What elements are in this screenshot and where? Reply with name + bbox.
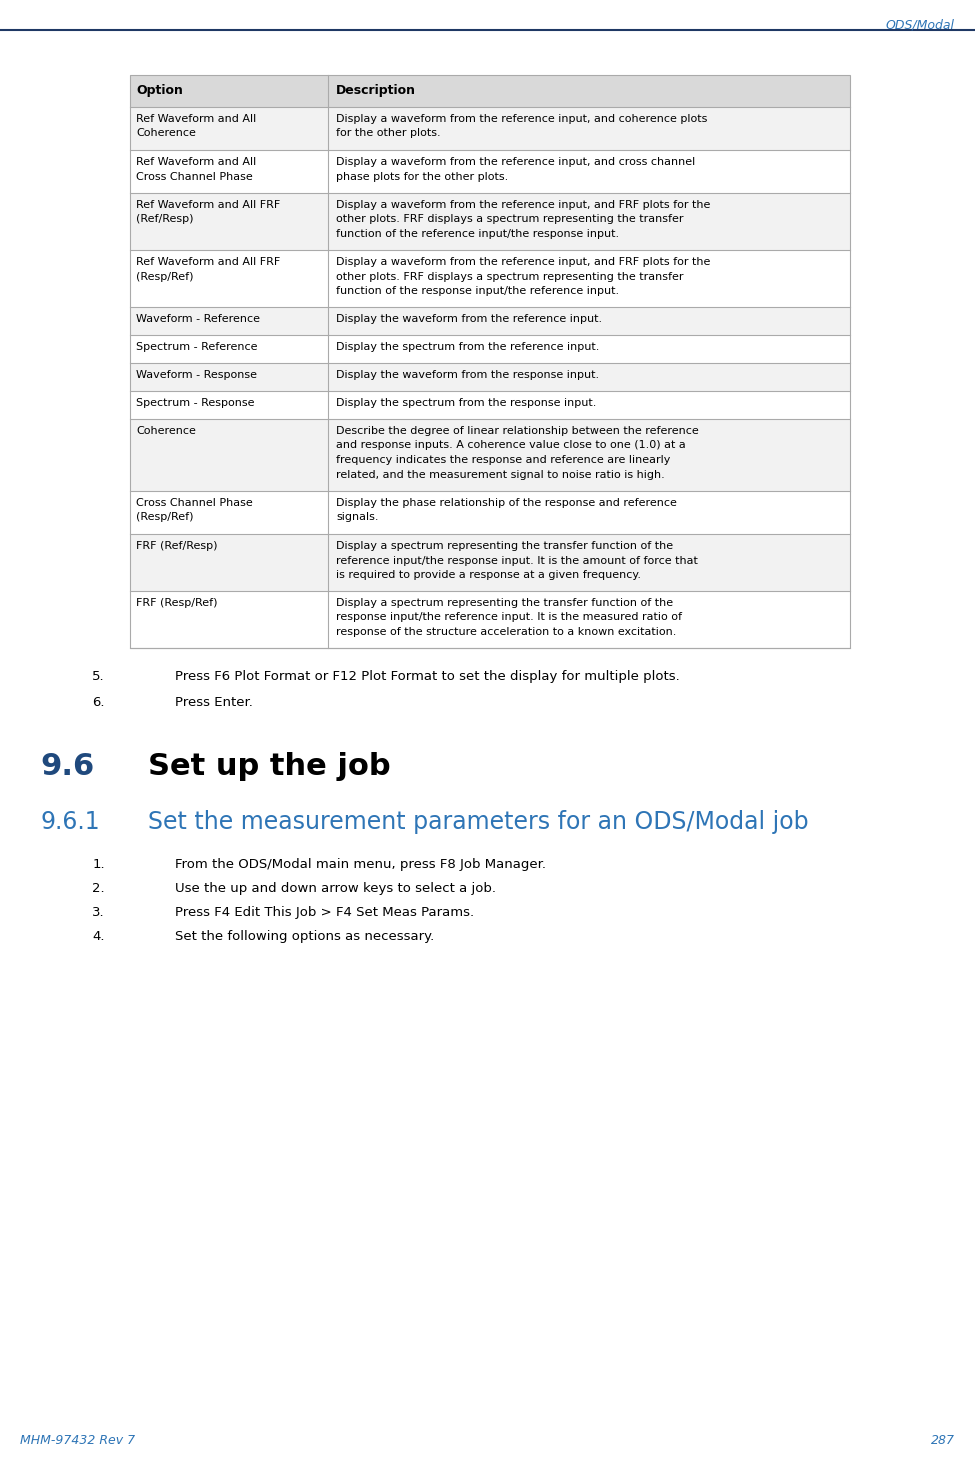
Text: related, and the measurement signal to noise ratio is high.: related, and the measurement signal to n… bbox=[336, 469, 665, 480]
Text: FRF (Ref/Resp): FRF (Ref/Resp) bbox=[136, 541, 217, 552]
Bar bbox=[130, 534, 850, 591]
Text: other plots. FRF displays a spectrum representing the transfer: other plots. FRF displays a spectrum rep… bbox=[336, 271, 683, 282]
Text: Cross Channel Phase: Cross Channel Phase bbox=[136, 172, 253, 182]
Text: Display a spectrum representing the transfer function of the: Display a spectrum representing the tran… bbox=[336, 599, 673, 607]
Text: 3.: 3. bbox=[93, 907, 105, 918]
Text: Description: Description bbox=[336, 84, 416, 97]
Text: 6.: 6. bbox=[93, 695, 105, 709]
Bar bbox=[130, 362, 850, 392]
Bar bbox=[130, 107, 850, 150]
Text: Cross Channel Phase: Cross Channel Phase bbox=[136, 497, 253, 508]
Text: Ref Waveform and All: Ref Waveform and All bbox=[136, 114, 256, 125]
Text: 2.: 2. bbox=[93, 882, 105, 895]
Text: other plots. FRF displays a spectrum representing the transfer: other plots. FRF displays a spectrum rep… bbox=[336, 214, 683, 224]
Text: 5.: 5. bbox=[93, 670, 105, 684]
Text: Display the waveform from the reference input.: Display the waveform from the reference … bbox=[336, 314, 603, 324]
Text: response input/the reference input. It is the measured ratio of: response input/the reference input. It i… bbox=[336, 613, 682, 622]
Text: 287: 287 bbox=[931, 1435, 955, 1446]
Text: Set up the job: Set up the job bbox=[148, 753, 391, 780]
Text: signals.: signals. bbox=[336, 512, 378, 522]
Text: Display a waveform from the reference input, and FRF plots for the: Display a waveform from the reference in… bbox=[336, 257, 711, 267]
Text: Display the spectrum from the response input.: Display the spectrum from the response i… bbox=[336, 398, 597, 408]
Bar bbox=[130, 307, 850, 334]
Text: is required to provide a response at a given frequency.: is required to provide a response at a g… bbox=[336, 571, 641, 579]
Text: MHM-97432 Rev 7: MHM-97432 Rev 7 bbox=[20, 1435, 136, 1446]
Text: Coherence: Coherence bbox=[136, 425, 196, 436]
Text: phase plots for the other plots.: phase plots for the other plots. bbox=[336, 172, 508, 182]
Text: Waveform - Reference: Waveform - Reference bbox=[136, 314, 260, 324]
Bar bbox=[130, 249, 850, 307]
Text: Describe the degree of linear relationship between the reference: Describe the degree of linear relationsh… bbox=[336, 425, 699, 436]
Text: Press F4 Edit This Job > F4 Set Meas Params.: Press F4 Edit This Job > F4 Set Meas Par… bbox=[175, 907, 474, 918]
Text: Ref Waveform and All: Ref Waveform and All bbox=[136, 157, 256, 167]
Text: Coherence: Coherence bbox=[136, 129, 196, 138]
Text: Set the following options as necessary.: Set the following options as necessary. bbox=[175, 930, 434, 943]
Text: and response inputs. A coherence value close to one (1.0) at a: and response inputs. A coherence value c… bbox=[336, 440, 685, 450]
Text: Spectrum - Reference: Spectrum - Reference bbox=[136, 342, 257, 352]
Text: (Resp/Ref): (Resp/Ref) bbox=[136, 512, 193, 522]
Text: Ref Waveform and All FRF: Ref Waveform and All FRF bbox=[136, 257, 280, 267]
Bar bbox=[130, 194, 850, 249]
Text: Press Enter.: Press Enter. bbox=[175, 695, 253, 709]
Text: Press F6 Plot Format or F12 Plot Format to set the display for multiple plots.: Press F6 Plot Format or F12 Plot Format … bbox=[175, 670, 680, 684]
Bar bbox=[130, 150, 850, 194]
Text: 9.6: 9.6 bbox=[40, 753, 95, 780]
Text: From the ODS/Modal main menu, press F8 Job Manager.: From the ODS/Modal main menu, press F8 J… bbox=[175, 858, 546, 871]
Text: function of the reference input/the response input.: function of the reference input/the resp… bbox=[336, 229, 619, 239]
Text: Display the spectrum from the reference input.: Display the spectrum from the reference … bbox=[336, 342, 600, 352]
Text: 1.: 1. bbox=[93, 858, 105, 871]
Text: 9.6.1: 9.6.1 bbox=[40, 810, 99, 835]
Text: Ref Waveform and All FRF: Ref Waveform and All FRF bbox=[136, 200, 280, 210]
Text: frequency indicates the response and reference are linearly: frequency indicates the response and ref… bbox=[336, 455, 671, 465]
Text: function of the response input/the reference input.: function of the response input/the refer… bbox=[336, 286, 619, 296]
Text: 4.: 4. bbox=[93, 930, 105, 943]
Text: reference input/the response input. It is the amount of force that: reference input/the response input. It i… bbox=[336, 556, 698, 565]
Bar bbox=[130, 334, 850, 362]
Bar bbox=[130, 75, 850, 648]
Text: for the other plots.: for the other plots. bbox=[336, 129, 441, 138]
Text: (Ref/Resp): (Ref/Resp) bbox=[136, 214, 193, 224]
Text: response of the structure acceleration to a known excitation.: response of the structure acceleration t… bbox=[336, 626, 677, 637]
Text: Display a waveform from the reference input, and FRF plots for the: Display a waveform from the reference in… bbox=[336, 200, 711, 210]
Text: Waveform - Response: Waveform - Response bbox=[136, 370, 257, 380]
Text: Display a spectrum representing the transfer function of the: Display a spectrum representing the tran… bbox=[336, 541, 673, 552]
Text: Display the phase relationship of the response and reference: Display the phase relationship of the re… bbox=[336, 497, 677, 508]
Text: Use the up and down arrow keys to select a job.: Use the up and down arrow keys to select… bbox=[175, 882, 496, 895]
Text: Display a waveform from the reference input, and coherence plots: Display a waveform from the reference in… bbox=[336, 114, 708, 125]
Bar bbox=[130, 392, 850, 420]
Bar bbox=[130, 75, 850, 107]
Bar bbox=[130, 591, 850, 648]
Bar bbox=[130, 420, 850, 491]
Text: Display a waveform from the reference input, and cross channel: Display a waveform from the reference in… bbox=[336, 157, 695, 167]
Text: FRF (Resp/Ref): FRF (Resp/Ref) bbox=[136, 599, 217, 607]
Text: Display the waveform from the response input.: Display the waveform from the response i… bbox=[336, 370, 599, 380]
Text: Set the measurement parameters for an ODS/Modal job: Set the measurement parameters for an OD… bbox=[148, 810, 808, 835]
Text: Spectrum - Response: Spectrum - Response bbox=[136, 398, 254, 408]
Bar bbox=[130, 491, 850, 534]
Text: ODS/Modal: ODS/Modal bbox=[886, 18, 955, 31]
Text: Option: Option bbox=[136, 84, 183, 97]
Text: (Resp/Ref): (Resp/Ref) bbox=[136, 271, 193, 282]
